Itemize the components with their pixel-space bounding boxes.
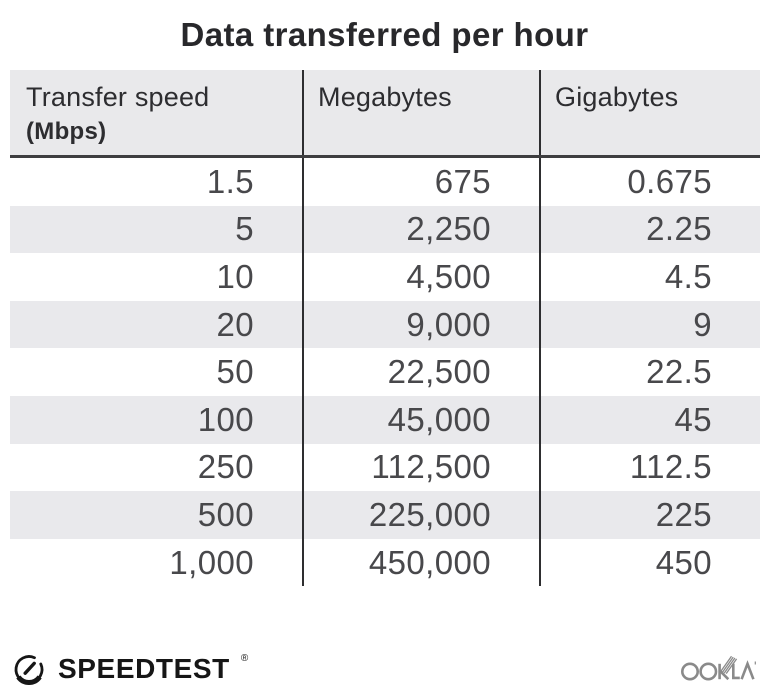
cell-transfer-speed: 50 [216, 353, 254, 391]
column-header-transfer-speed-label: Transfer speed [26, 82, 210, 112]
cell-transfer-speed: 1.5 [206, 162, 254, 200]
speedtest-gauge-icon [14, 655, 44, 685]
table-row: 5 2,250 2.25 [10, 205, 760, 254]
page-title: Data transferred per hour [180, 16, 589, 53]
cell-transfer-speed: 500 [197, 495, 254, 533]
cell-transfer-speed: 1,000 [169, 543, 254, 581]
cell-megabytes: 225,000 [302, 491, 539, 539]
cell-transfer-speed: 250 [197, 448, 254, 486]
cell-megabytes: 45,000 [302, 395, 539, 444]
cell-megabytes: 450,000 [302, 538, 539, 587]
table-row: 10 4,500 4.5 [10, 253, 760, 301]
table-row: 50 22,500 22.5 [10, 348, 760, 396]
cell-gigabytes: 4.5 [539, 253, 760, 301]
cell-gigabytes: 112.5 [539, 443, 760, 492]
column-header-megabytes: Megabytes [302, 70, 539, 155]
table-row: 100 45,000 45 [10, 395, 760, 444]
table-row: 1.5 675 0.675 [10, 158, 760, 206]
cell-megabytes: 4,500 [302, 253, 539, 301]
cell-transfer-speed: 10 [216, 257, 254, 295]
registered-trademark-mark: ® [240, 652, 249, 664]
table-row: 20 9,000 9 [10, 300, 760, 349]
cell-megabytes: 675 [302, 158, 539, 206]
cell-gigabytes: 9 [539, 300, 760, 349]
cell-gigabytes: 2.25 [539, 205, 760, 254]
cell-gigabytes: 22.5 [539, 348, 760, 396]
cell-gigabytes: 225 [539, 491, 760, 539]
cell-megabytes: 22,500 [302, 348, 539, 396]
cell-gigabytes: 450 [539, 538, 760, 587]
table-header: Transfer speed (Mbps) Megabytes Gigabyte… [10, 70, 760, 158]
cell-megabytes: 112,500 [302, 443, 539, 492]
column-header-gigabytes: Gigabytes [539, 70, 760, 155]
data-table: Transfer speed (Mbps) Megabytes Gigabyte… [10, 70, 760, 587]
column-header-mbps-unit: (Mbps) [26, 118, 107, 145]
cell-transfer-speed: 20 [216, 305, 254, 343]
cell-megabytes: 9,000 [302, 300, 539, 349]
cell-gigabytes: 0.675 [539, 158, 760, 206]
cell-transfer-speed: 5 [235, 210, 254, 248]
footer: SPEEDTEST ® [10, 646, 757, 692]
cell-megabytes: 2,250 [302, 205, 539, 254]
speedtest-logo: SPEEDTEST ® [10, 650, 249, 688]
table-row: 500 225,000 225 [10, 491, 760, 539]
column-header-transfer-speed: Transfer speed (Mbps) [10, 70, 302, 155]
table-row: 1,000 450,000 450 [10, 538, 760, 587]
table-body: 1.5 675 0.675 5 2,250 2.25 10 4,500 4.5 20 9,000 9 5… [10, 158, 760, 587]
cell-transfer-speed: 100 [197, 400, 254, 438]
table-row: 250 112,500 112.5 [10, 443, 760, 492]
cell-gigabytes: 45 [539, 395, 760, 444]
speedtest-wordmark: SPEEDTEST [58, 653, 230, 684]
ookla-logo [681, 655, 756, 681]
